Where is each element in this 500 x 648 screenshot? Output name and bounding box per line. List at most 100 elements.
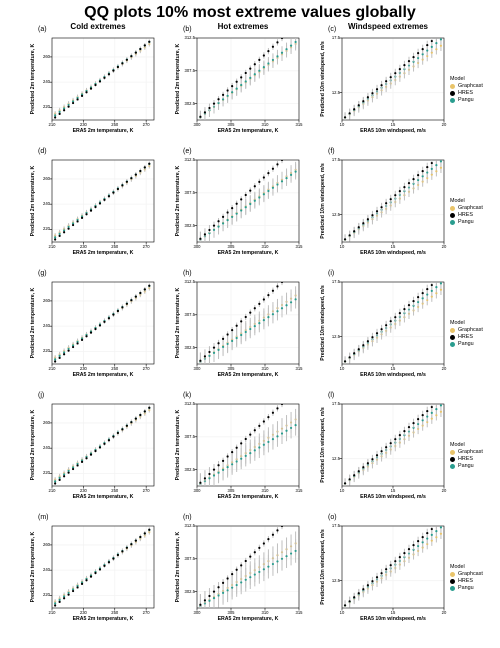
- x-tick-label: 230: [75, 610, 91, 615]
- qq-plot-svg: [330, 280, 446, 376]
- qq-panel: (g)210230250270220240260ERA5 2m temperat…: [40, 280, 156, 376]
- legend: ModelGraphcastHRESPangu: [450, 442, 483, 469]
- x-tick-label: 270: [138, 244, 154, 249]
- x-axis-label: ERA5 2m temperature, K: [52, 372, 154, 378]
- legend-dot-icon: [450, 450, 455, 455]
- x-tick-label: 300: [189, 610, 205, 615]
- legend-dot-icon: [450, 220, 455, 225]
- legend: ModelGraphcastHRESPangu: [450, 198, 483, 225]
- x-tick-label: 250: [107, 488, 123, 493]
- x-tick-label: 305: [223, 488, 239, 493]
- y-axis-label: Predicted 2m temperature, K: [30, 404, 36, 486]
- x-tick-label: 20: [436, 244, 452, 249]
- legend-item: Pangu: [450, 463, 483, 469]
- panel-letter: (l): [328, 392, 334, 399]
- qq-panel: (h)300305310315302.5307.5312.5ERA5 2m te…: [185, 280, 301, 376]
- legend-dot-icon: [450, 464, 455, 469]
- x-tick-label: 10: [334, 610, 350, 615]
- x-tick-label: 250: [107, 366, 123, 371]
- legend-item: HRES: [450, 212, 483, 218]
- x-tick-label: 305: [223, 122, 239, 127]
- qq-panel: (i)10152012.517.5ERA5 10m windspeed, m/s…: [330, 280, 446, 376]
- x-tick-label: 210: [44, 244, 60, 249]
- qq-plot-svg: [40, 280, 156, 376]
- x-tick-label: 270: [138, 366, 154, 371]
- y-axis-label: Predicted 2m temperature, K: [175, 404, 181, 486]
- legend-item: HRES: [450, 90, 483, 96]
- legend-dot-icon: [450, 206, 455, 211]
- qq-panel: (k)300305310315302.5307.5312.5ERA5 2m te…: [185, 402, 301, 498]
- legend-item: Pangu: [450, 97, 483, 103]
- qq-plot-svg: [330, 402, 446, 498]
- legend-label: HRES: [458, 212, 473, 218]
- legend-label: Pangu: [458, 341, 474, 347]
- legend: ModelGraphcastHRESPangu: [450, 564, 483, 591]
- legend-title: Model: [450, 76, 483, 82]
- x-axis-label: ERA5 2m temperature, K: [197, 372, 299, 378]
- x-axis-label: ERA5 10m windspeed, m/s: [342, 250, 444, 256]
- column-header: Hot extremes: [185, 22, 301, 31]
- legend-label: HRES: [458, 334, 473, 340]
- legend-item: Graphcast: [450, 83, 483, 89]
- x-tick-label: 20: [436, 488, 452, 493]
- x-tick-label: 315: [291, 488, 307, 493]
- legend-label: Graphcast: [458, 571, 483, 577]
- qq-plot-svg: [330, 158, 446, 254]
- x-tick-label: 15: [385, 122, 401, 127]
- panel-letter: (m): [38, 514, 49, 521]
- qq-panel: (c)10152012.517.5ERA5 10m windspeed, m/s…: [330, 36, 446, 132]
- qq-panel: (m)210230250270220240260ERA5 2m temperat…: [40, 524, 156, 620]
- legend-label: HRES: [458, 90, 473, 96]
- legend-label: Graphcast: [458, 205, 483, 211]
- legend-item: Pangu: [450, 219, 483, 225]
- x-tick-label: 305: [223, 366, 239, 371]
- legend-dot-icon: [450, 98, 455, 103]
- x-tick-label: 210: [44, 366, 60, 371]
- x-axis-label: ERA5 2m temperature, K: [197, 250, 299, 256]
- x-tick-label: 15: [385, 610, 401, 615]
- qq-plot-svg: [185, 524, 301, 620]
- legend-label: HRES: [458, 578, 473, 584]
- qq-figure: QQ plots 10% most extreme values globall…: [0, 0, 500, 648]
- legend-title: Model: [450, 198, 483, 204]
- x-tick-label: 15: [385, 244, 401, 249]
- x-tick-label: 315: [291, 366, 307, 371]
- x-axis-label: ERA5 10m windspeed, m/s: [342, 494, 444, 500]
- y-axis-label: Predicted 10m windspeed, m/s: [320, 282, 326, 364]
- legend-dot-icon: [450, 457, 455, 462]
- qq-plot-svg: [40, 158, 156, 254]
- legend-item: HRES: [450, 456, 483, 462]
- panel-letter: (c): [328, 26, 336, 33]
- x-tick-label: 210: [44, 488, 60, 493]
- qq-plot-svg: [185, 36, 301, 132]
- x-tick-label: 230: [75, 366, 91, 371]
- x-tick-label: 300: [189, 122, 205, 127]
- x-tick-label: 315: [291, 122, 307, 127]
- x-axis-label: ERA5 2m temperature, K: [197, 128, 299, 134]
- qq-panel: (b)300305310315302.5307.5312.5ERA5 2m te…: [185, 36, 301, 132]
- y-axis-label: Predicted 2m temperature, K: [175, 160, 181, 242]
- x-tick-label: 230: [75, 244, 91, 249]
- column-header: Cold extremes: [40, 22, 156, 31]
- panel-letter: (e): [183, 148, 192, 155]
- x-tick-label: 315: [291, 244, 307, 249]
- legend-dot-icon: [450, 84, 455, 89]
- x-tick-label: 210: [44, 122, 60, 127]
- x-tick-label: 315: [291, 610, 307, 615]
- x-tick-label: 15: [385, 488, 401, 493]
- panel-letter: (n): [183, 514, 192, 521]
- legend-item: Graphcast: [450, 205, 483, 211]
- legend-dot-icon: [450, 579, 455, 584]
- x-tick-label: 10: [334, 488, 350, 493]
- y-axis-label: Predicted 2m temperature, K: [30, 160, 36, 242]
- x-tick-label: 300: [189, 488, 205, 493]
- x-tick-label: 20: [436, 366, 452, 371]
- x-tick-label: 300: [189, 366, 205, 371]
- x-tick-label: 310: [257, 610, 273, 615]
- legend-label: Graphcast: [458, 83, 483, 89]
- x-tick-label: 230: [75, 122, 91, 127]
- x-tick-label: 10: [334, 366, 350, 371]
- legend: ModelGraphcastHRESPangu: [450, 320, 483, 347]
- x-axis-label: ERA5 10m windspeed, m/s: [342, 616, 444, 622]
- legend-label: HRES: [458, 456, 473, 462]
